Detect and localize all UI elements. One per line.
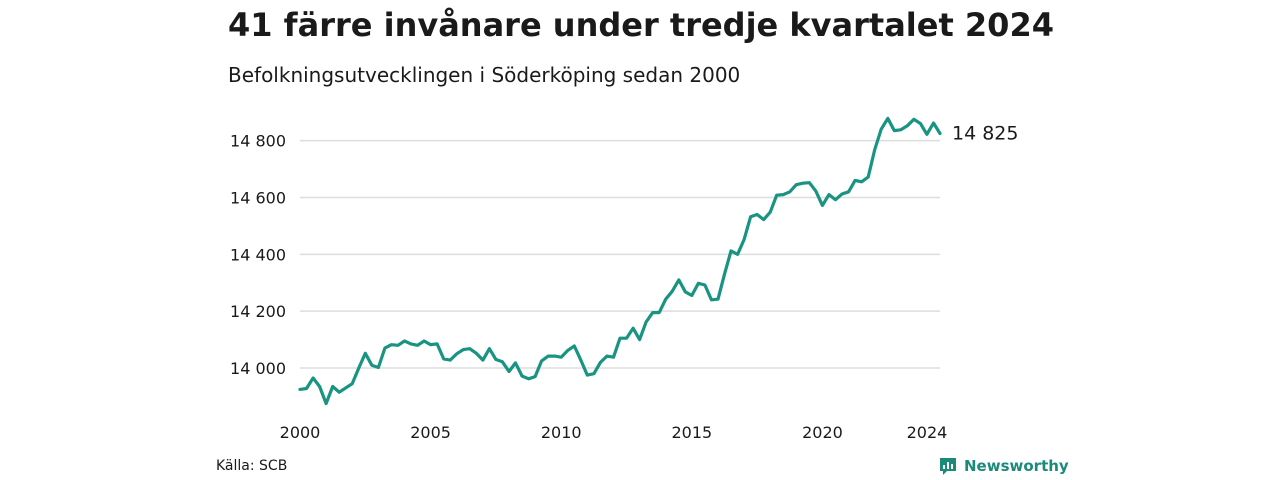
chart-title: 41 färre invånare under tredje kvartalet… [228, 6, 1054, 44]
y-tick-label: 14 600 [230, 188, 286, 207]
x-tick-label: 2024 [907, 423, 948, 442]
y-tick-label: 14 200 [230, 302, 286, 321]
x-tick-label: 2015 [671, 423, 712, 442]
x-tick-label: 2005 [410, 423, 451, 442]
source-note: Källa: SCB [216, 458, 288, 474]
newsworthy-logo: Newsworthy [938, 456, 1069, 476]
end-value-label: 14 825 [952, 122, 1018, 144]
y-tick-label: 14 000 [230, 359, 286, 378]
series-line [298, 116, 942, 406]
x-tick-label: 2010 [541, 423, 582, 442]
y-tick-label: 14 400 [230, 245, 286, 264]
x-tick-label: 2020 [802, 423, 843, 442]
chart-subtitle: Befolkningsutvecklingen i Söderköping se… [228, 63, 741, 87]
logo-text: Newsworthy [964, 457, 1069, 475]
y-tick-label: 14 800 [230, 132, 286, 151]
newsworthy-logo-icon [940, 458, 956, 475]
x-tick-label: 2000 [280, 423, 321, 442]
